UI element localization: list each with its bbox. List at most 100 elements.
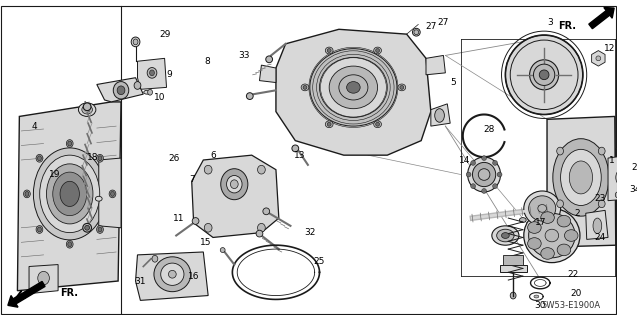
Ellipse shape	[534, 295, 539, 298]
Text: 34: 34	[629, 185, 637, 194]
Ellipse shape	[557, 200, 564, 208]
Text: 7: 7	[189, 175, 194, 184]
Text: 31: 31	[134, 276, 146, 285]
Ellipse shape	[221, 169, 248, 200]
Ellipse shape	[466, 172, 471, 177]
Ellipse shape	[148, 89, 152, 95]
Ellipse shape	[339, 75, 368, 100]
Ellipse shape	[541, 248, 554, 259]
Ellipse shape	[510, 292, 516, 299]
Ellipse shape	[593, 218, 602, 234]
Ellipse shape	[492, 160, 497, 165]
Text: 24: 24	[595, 233, 606, 242]
Ellipse shape	[36, 155, 43, 162]
Text: 33: 33	[238, 51, 250, 60]
Text: 6: 6	[210, 151, 216, 160]
Ellipse shape	[301, 84, 309, 91]
Polygon shape	[138, 58, 166, 89]
Polygon shape	[615, 148, 616, 174]
Text: 11: 11	[173, 213, 185, 223]
Ellipse shape	[557, 147, 564, 155]
Ellipse shape	[257, 165, 265, 174]
Text: 14: 14	[459, 156, 470, 164]
Ellipse shape	[505, 35, 583, 115]
Polygon shape	[17, 102, 121, 291]
Ellipse shape	[66, 140, 73, 148]
FancyArrow shape	[589, 7, 614, 29]
Text: 10: 10	[154, 92, 166, 101]
Ellipse shape	[414, 30, 419, 35]
Ellipse shape	[82, 105, 92, 114]
Text: 4: 4	[32, 122, 38, 131]
Ellipse shape	[144, 90, 150, 94]
Ellipse shape	[168, 270, 176, 278]
Text: 1: 1	[609, 156, 615, 164]
Ellipse shape	[36, 226, 43, 233]
Ellipse shape	[192, 218, 199, 224]
Ellipse shape	[497, 172, 502, 177]
Ellipse shape	[257, 223, 265, 232]
Ellipse shape	[131, 37, 140, 47]
Ellipse shape	[326, 121, 333, 128]
Ellipse shape	[471, 160, 476, 165]
Ellipse shape	[38, 227, 41, 232]
Ellipse shape	[400, 85, 404, 89]
Polygon shape	[99, 158, 121, 228]
Ellipse shape	[263, 208, 269, 215]
Ellipse shape	[97, 226, 103, 233]
FancyArrow shape	[8, 281, 45, 307]
Ellipse shape	[329, 66, 378, 109]
Ellipse shape	[598, 147, 605, 155]
Ellipse shape	[434, 109, 445, 122]
Polygon shape	[592, 51, 605, 66]
Text: 26: 26	[169, 154, 180, 163]
Ellipse shape	[98, 227, 102, 232]
Polygon shape	[259, 65, 276, 83]
Ellipse shape	[538, 204, 547, 212]
Ellipse shape	[376, 122, 380, 126]
Ellipse shape	[527, 222, 541, 233]
Text: 13: 13	[294, 151, 306, 160]
Ellipse shape	[557, 215, 571, 227]
Text: 30: 30	[534, 301, 546, 310]
Polygon shape	[608, 155, 631, 201]
Ellipse shape	[482, 156, 487, 161]
Text: 15: 15	[199, 238, 211, 247]
Text: FR.: FR.	[558, 21, 576, 31]
Polygon shape	[431, 104, 450, 126]
Ellipse shape	[111, 191, 115, 196]
Ellipse shape	[471, 184, 476, 188]
Ellipse shape	[320, 57, 387, 117]
Ellipse shape	[117, 86, 125, 95]
Text: 20: 20	[570, 289, 582, 298]
Text: 22: 22	[568, 270, 579, 279]
Ellipse shape	[553, 139, 609, 216]
Ellipse shape	[204, 223, 212, 232]
Ellipse shape	[529, 213, 575, 258]
Ellipse shape	[592, 52, 604, 64]
Ellipse shape	[326, 47, 333, 54]
Ellipse shape	[266, 56, 273, 63]
Ellipse shape	[327, 49, 331, 52]
Text: 2: 2	[574, 209, 580, 218]
Ellipse shape	[292, 145, 299, 152]
Ellipse shape	[68, 141, 71, 146]
Ellipse shape	[524, 191, 561, 226]
Ellipse shape	[152, 255, 158, 262]
Ellipse shape	[39, 155, 100, 233]
Ellipse shape	[53, 172, 87, 216]
Ellipse shape	[83, 223, 92, 232]
Text: 18: 18	[87, 153, 99, 162]
Ellipse shape	[60, 181, 80, 206]
Text: 17: 17	[534, 219, 546, 228]
Polygon shape	[426, 55, 445, 75]
Ellipse shape	[227, 175, 242, 193]
Ellipse shape	[482, 188, 487, 193]
Text: 5: 5	[450, 78, 456, 87]
Ellipse shape	[83, 103, 91, 111]
Ellipse shape	[204, 165, 212, 174]
Ellipse shape	[303, 85, 307, 89]
Polygon shape	[547, 116, 616, 247]
Ellipse shape	[497, 229, 514, 242]
Ellipse shape	[527, 238, 541, 249]
